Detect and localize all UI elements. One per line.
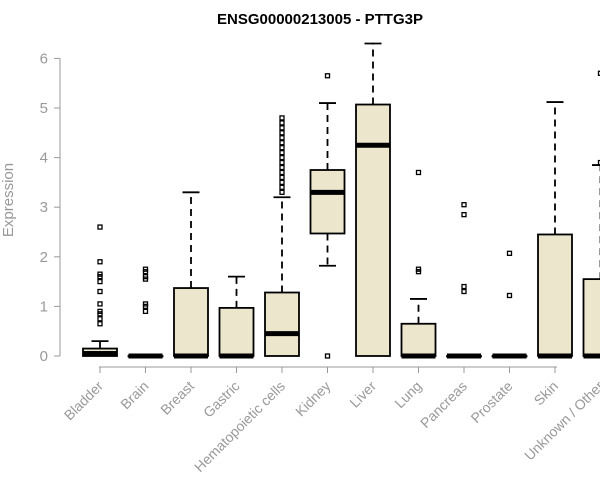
axes: 0 1 2 3 4 5 6 Bladder Brain Breast GastricHematopo… <box>40 50 600 475</box>
outlier-point <box>279 145 285 151</box>
y-axis-label: Expression <box>0 163 17 237</box>
outlier-point <box>597 159 600 166</box>
outlier-point <box>461 283 467 290</box>
box-11 <box>582 70 600 359</box>
outlier-point <box>97 224 103 230</box>
outlier-point <box>97 308 103 315</box>
outlier-point <box>97 288 103 295</box>
y-tick-label: 5 <box>40 100 48 117</box>
y-tick-label: 2 <box>40 249 48 266</box>
box-6 <box>355 42 391 357</box>
box-rect <box>355 103 391 357</box>
outlier-point <box>142 301 149 307</box>
outlier-point <box>324 73 331 79</box>
outlier-point <box>597 70 600 76</box>
x-tick-label: Brain <box>117 378 151 412</box>
y-tick-label: 3 <box>40 199 48 216</box>
x-tick-label: Skin <box>531 378 562 409</box>
box-1 <box>127 266 164 359</box>
x-tick-label: Hematopoietic cells <box>191 378 288 475</box>
outlier-point <box>461 288 467 295</box>
outlier-point <box>279 130 285 136</box>
outlier-point <box>324 353 331 359</box>
outlier-point <box>279 135 285 141</box>
outlier-point <box>279 179 285 186</box>
outlier-point <box>279 184 285 191</box>
outlier-point <box>97 259 103 265</box>
outlier-point <box>279 169 285 176</box>
outlier-point <box>461 211 467 218</box>
box-rect <box>218 306 255 357</box>
x-tick-label: Gastric <box>200 378 243 421</box>
box-8 <box>446 202 482 359</box>
x-tick-label: Prostate <box>467 378 515 426</box>
box-4 <box>264 115 300 357</box>
outlier-point <box>279 140 285 146</box>
outlier-point <box>279 115 285 121</box>
outlier-point <box>279 189 285 195</box>
outlier-point <box>97 278 103 285</box>
outlier-point <box>142 308 149 315</box>
outlier-point <box>142 266 149 272</box>
y-tick-label: 1 <box>40 298 48 315</box>
box-7 <box>400 169 437 359</box>
outlier-point <box>279 164 285 171</box>
plot-area <box>82 42 600 359</box>
x-tick-label: Liver <box>346 378 379 411</box>
outlier-point <box>97 301 103 307</box>
outlier-point <box>97 271 103 277</box>
outlier-point <box>279 174 285 181</box>
box-rect <box>309 169 346 235</box>
box-2 <box>173 191 209 359</box>
box-rect <box>173 287 209 357</box>
y-tick-label: 4 <box>40 150 48 167</box>
outlier-point <box>415 266 422 272</box>
x-tick-label: Breast <box>157 378 197 418</box>
box-rect <box>582 278 600 357</box>
box-3 <box>218 275 255 359</box>
outlier-point <box>279 125 285 131</box>
x-tick-label: Lung <box>391 378 424 411</box>
x-tick-label: Unknown / Other <box>521 378 600 464</box>
outlier-point <box>279 149 285 156</box>
outlier-point <box>279 120 285 126</box>
x-tick-label: Kidney <box>292 378 334 420</box>
box-0 <box>82 224 118 357</box>
outlier-point <box>97 316 103 322</box>
outlier-point <box>279 154 285 161</box>
outlier-point <box>506 292 513 299</box>
y-tick-label: 6 <box>40 50 48 67</box>
box-rect <box>537 233 573 357</box>
y-tick-label: 0 <box>40 348 48 365</box>
box-10 <box>537 101 573 359</box>
outlier-point <box>279 159 285 166</box>
outlier-point <box>142 273 149 280</box>
x-tick-label: Pancreas <box>417 378 470 431</box>
outlier-point <box>97 321 103 327</box>
x-tick-label: Bladder <box>61 378 107 424</box>
outlier-point <box>506 250 513 256</box>
box-rect <box>264 291 300 357</box>
outlier-point <box>415 169 422 176</box>
chart-title: ENSG00000213005 - PTTG3P <box>217 11 423 28</box>
outlier-point <box>461 202 467 208</box>
box-5 <box>309 73 346 359</box>
box-9 <box>491 250 528 359</box>
box-rect <box>400 322 437 357</box>
